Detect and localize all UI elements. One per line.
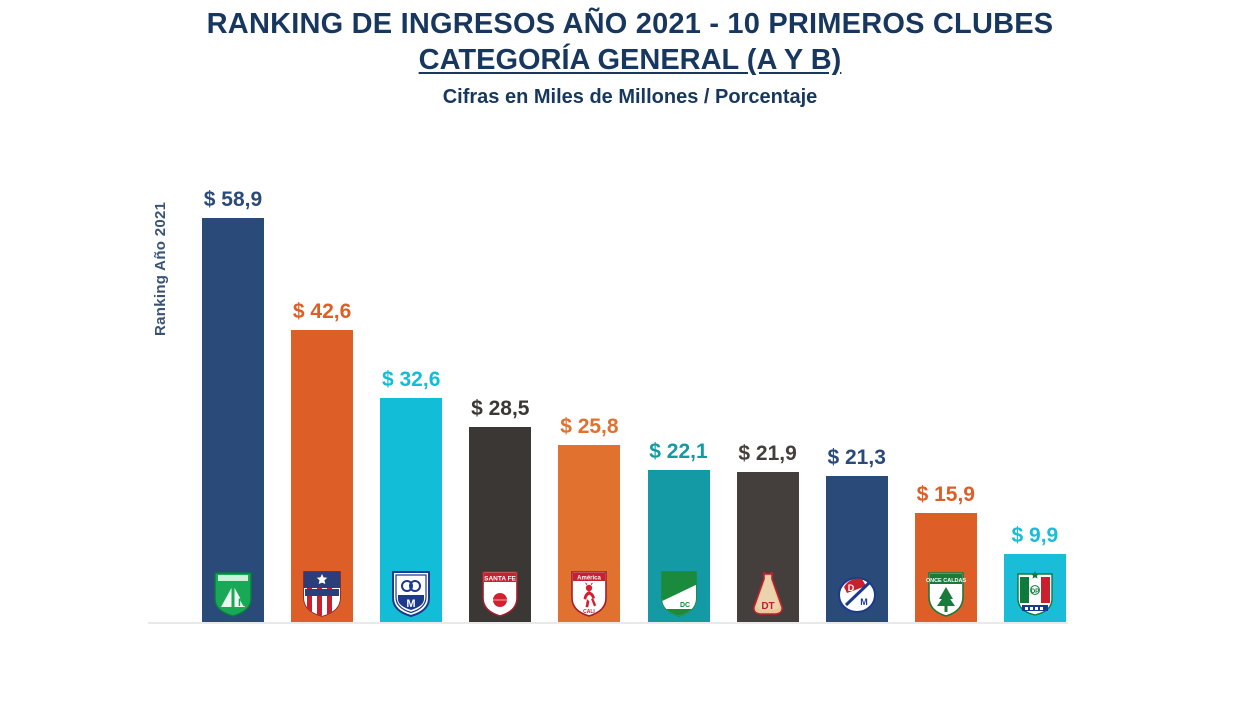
crest-junior-icon xyxy=(301,569,343,617)
bar-9[interactable] xyxy=(914,512,977,622)
crest-atletico-nacional-icon xyxy=(212,569,254,617)
chart-title-line-2: CATEGORÍA GENERAL (A Y B) xyxy=(0,42,1260,78)
bar-value-label: $ 32,6 xyxy=(381,368,441,392)
crest-independiente-medellin-icon xyxy=(836,569,878,617)
y-axis-label: Ranking Año 2021 xyxy=(152,201,169,336)
bar-3[interactable] xyxy=(380,398,443,622)
bar-4[interactable] xyxy=(469,426,532,622)
bar-value-label: $ 21,9 xyxy=(738,441,797,465)
bar-10[interactable] xyxy=(1003,554,1066,622)
bar-7[interactable] xyxy=(736,471,799,622)
bar-value-label: $ 22,1 xyxy=(649,440,708,464)
bar-value-label: $ 42,6 xyxy=(292,299,352,323)
bar-5[interactable] xyxy=(558,445,621,622)
crest-deportivo-cali-icon xyxy=(658,569,700,617)
bar-1[interactable] xyxy=(202,217,264,622)
chart-title-line-1: RANKING DE INGRESOS AÑO 2021 - 10 PRIMER… xyxy=(206,8,1054,40)
chart-title-line-2-text: CATEGORÍA GENERAL (A Y B) xyxy=(418,44,842,76)
bar-value-label: $ 58,9 xyxy=(203,187,263,211)
bar-2[interactable] xyxy=(291,329,354,622)
crest-millonarios-icon xyxy=(390,569,432,617)
chart-header: RANKING DE INGRESOS AÑO 2021 - 10 PRIMER… xyxy=(0,6,1260,109)
bar-value-label: $ 9,9 xyxy=(1011,524,1059,548)
crest-once-caldas-icon xyxy=(925,569,967,617)
bar-6[interactable] xyxy=(647,470,710,622)
x-axis-baseline xyxy=(148,622,1068,624)
bar-value-label: $ 28,5 xyxy=(471,396,530,420)
bar-value-label: $ 15,9 xyxy=(916,482,975,506)
crest-america-cali-icon xyxy=(568,569,610,617)
crest-deportivo-pasto-icon xyxy=(1014,569,1056,617)
crest-deportes-tolima-icon xyxy=(747,569,789,617)
bar-value-label: $ 25,8 xyxy=(560,415,619,439)
bar-value-label: $ 21,3 xyxy=(827,445,886,469)
crest-santa-fe-icon xyxy=(479,569,521,617)
bar-8[interactable] xyxy=(825,475,888,622)
chart-subtitle: Cifras en Miles de Millones / Porcentaje xyxy=(442,86,818,108)
